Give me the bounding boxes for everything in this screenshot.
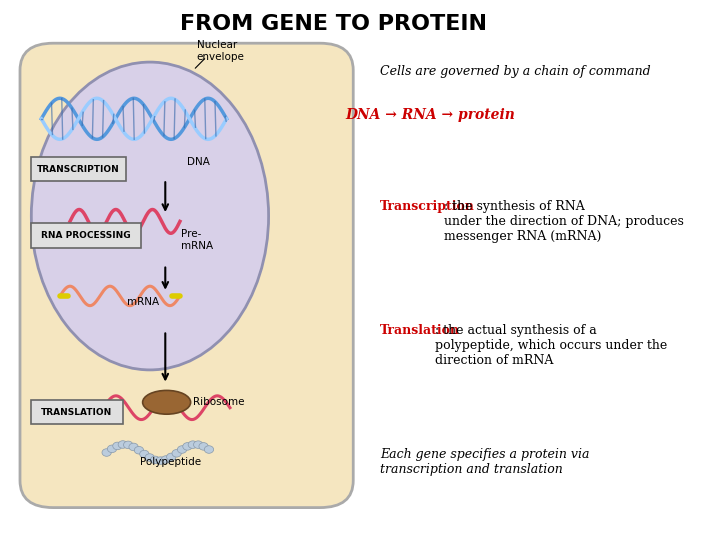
FancyBboxPatch shape: [31, 223, 141, 248]
Text: TRANSLATION: TRANSLATION: [41, 408, 112, 416]
Text: RNA PROCESSING: RNA PROCESSING: [41, 231, 131, 240]
Ellipse shape: [143, 390, 191, 414]
Circle shape: [124, 441, 133, 449]
Circle shape: [194, 441, 203, 448]
FancyBboxPatch shape: [31, 157, 126, 181]
Circle shape: [140, 450, 149, 458]
Text: Nuclear
envelope: Nuclear envelope: [197, 40, 245, 62]
Text: : the actual synthesis of a
polypeptide, which occurs under the
direction of mRN: : the actual synthesis of a polypeptide,…: [435, 324, 667, 367]
Text: mRNA: mRNA: [127, 298, 158, 307]
Circle shape: [118, 441, 127, 448]
Text: DNA: DNA: [186, 157, 210, 167]
Text: Polypeptide: Polypeptide: [140, 457, 201, 467]
Ellipse shape: [32, 62, 269, 370]
Circle shape: [204, 446, 214, 453]
Circle shape: [102, 449, 112, 456]
Circle shape: [177, 446, 186, 453]
Circle shape: [113, 442, 122, 450]
FancyBboxPatch shape: [31, 400, 122, 424]
Circle shape: [166, 453, 176, 461]
Circle shape: [107, 445, 117, 453]
Circle shape: [183, 443, 192, 450]
Text: Ribosome: Ribosome: [193, 397, 245, 407]
Text: Cells are governed by a chain of command: Cells are governed by a chain of command: [380, 65, 651, 78]
Text: : the synthesis of RNA
under the direction of DNA; produces
messenger RNA (mRNA): : the synthesis of RNA under the directi…: [444, 200, 684, 243]
Text: Pre-
mRNA: Pre- mRNA: [181, 230, 213, 251]
Circle shape: [129, 443, 138, 451]
Text: FROM GENE TO PROTEIN: FROM GENE TO PROTEIN: [180, 14, 487, 33]
Text: TRANSCRIPTION: TRANSCRIPTION: [37, 165, 120, 173]
Circle shape: [161, 456, 171, 463]
Text: Translation: Translation: [380, 324, 460, 337]
Circle shape: [135, 447, 143, 454]
Circle shape: [150, 456, 160, 464]
Circle shape: [188, 441, 197, 448]
Text: Each gene specifies a protein via
transcription and translation: Each gene specifies a protein via transc…: [380, 448, 590, 476]
Circle shape: [199, 443, 208, 450]
Circle shape: [156, 457, 165, 464]
Circle shape: [172, 449, 181, 457]
Text: Transcription: Transcription: [380, 200, 474, 213]
FancyBboxPatch shape: [20, 43, 354, 508]
Text: DNA → RNA → protein: DNA → RNA → protein: [345, 108, 515, 122]
Circle shape: [145, 454, 154, 461]
